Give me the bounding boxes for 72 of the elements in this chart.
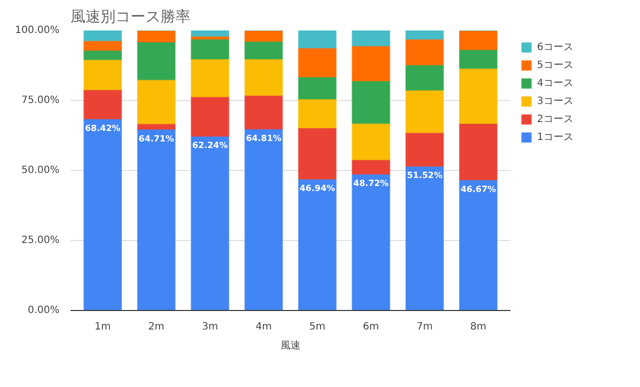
bar (298, 98, 337, 128)
bar (405, 64, 444, 91)
x-tick-label: 8m (470, 322, 486, 332)
bar (298, 48, 337, 78)
bar (190, 38, 230, 60)
chart-title: 風速別コース勝率 (70, 8, 190, 26)
data-label: 46.67% (460, 184, 496, 195)
bar (352, 45, 390, 82)
bar (405, 38, 444, 66)
bar (244, 58, 283, 96)
bar (244, 128, 283, 310)
data-label: 64.81% (246, 134, 282, 144)
data-label: 64.71% (138, 134, 175, 144)
bar (190, 58, 230, 98)
data-label: 62.24% (192, 141, 228, 152)
x-tick-label: 7m (416, 322, 433, 332)
bar (190, 136, 230, 310)
bar (459, 68, 498, 124)
legend-label: 2コース (537, 113, 574, 126)
bar (83, 118, 122, 310)
bar (459, 30, 498, 50)
bar (459, 179, 498, 310)
bar (83, 30, 122, 42)
x-axis-title: 風速 (280, 340, 300, 352)
bar (298, 127, 337, 180)
bar (459, 123, 498, 180)
y-tick-label: 75.00% (21, 95, 60, 106)
bar (405, 132, 444, 167)
bar (405, 166, 444, 310)
bar (137, 128, 176, 310)
bar (405, 90, 444, 134)
legend-label: 1コース (537, 131, 574, 144)
bar (298, 30, 337, 49)
x-tick-label: 1m (94, 322, 111, 332)
bar (352, 122, 390, 160)
y-tick-label: 100.00% (15, 25, 60, 36)
data-label: 46.94% (300, 184, 336, 194)
legend-label: 3コース (537, 95, 574, 108)
legend-label: 6コース (537, 41, 574, 54)
bar (137, 123, 176, 130)
data-label: 51.52% (406, 171, 443, 182)
bar (298, 178, 337, 310)
x-tick-label: 6m (362, 322, 380, 332)
bar (83, 89, 122, 120)
bar (352, 174, 390, 310)
bar (298, 76, 337, 100)
bar (244, 94, 283, 130)
bar (83, 59, 122, 90)
x-tick-label: 4m (256, 322, 272, 332)
legend-label: 4コース (537, 77, 574, 90)
bar (352, 30, 390, 46)
x-tick-label: 5m (309, 322, 326, 332)
bar (137, 30, 176, 42)
bar (352, 80, 390, 124)
bar (459, 49, 498, 69)
bar (190, 96, 230, 137)
data-label: 68.42% (84, 124, 121, 134)
x-tick-label: 3m (202, 322, 218, 332)
bar (244, 40, 283, 60)
x-tick-label: 2m (148, 322, 164, 332)
y-tick-label: 25.00% (21, 235, 60, 246)
y-tick-label: 0.00% (28, 305, 60, 316)
data-label: 48.72% (353, 179, 390, 190)
bar (137, 41, 176, 80)
bar (352, 159, 390, 175)
y-tick-label: 50.00% (21, 165, 60, 176)
bar (137, 79, 176, 124)
bar (190, 30, 230, 37)
bar (244, 30, 283, 42)
bar (83, 40, 122, 51)
bar (405, 30, 444, 40)
legend-label: 5コース (537, 59, 574, 72)
